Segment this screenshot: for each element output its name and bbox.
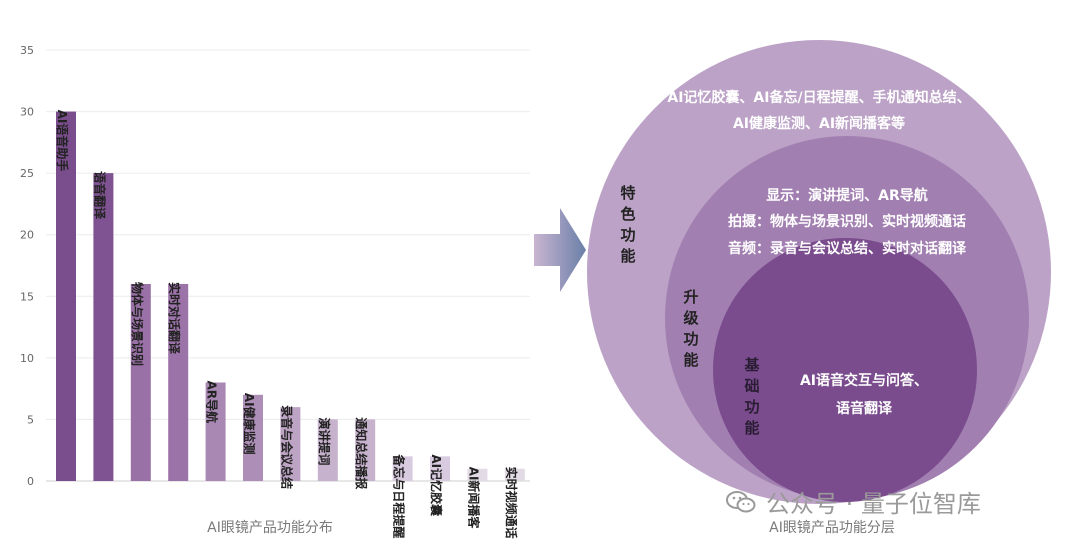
layer-label-char: 色 <box>620 205 635 223</box>
watermark-text: 公众号 · 量子位智库 <box>766 490 981 518</box>
layer-label-char: 升 <box>683 288 698 306</box>
bar <box>280 407 301 481</box>
inner-circle <box>713 238 977 502</box>
layer-label-char: 能 <box>620 247 635 265</box>
category-label: 实时对话翻译 <box>167 282 182 355</box>
bar <box>93 173 114 481</box>
category-label: AI语音助手 <box>55 110 70 172</box>
watermark: 公众号 · 量子位智库 <box>726 484 981 519</box>
y-tick-label: 5 <box>27 413 34 426</box>
category-label: 语音翻译 <box>92 171 107 220</box>
bar <box>392 456 413 481</box>
layer-texts: 特色功能AI记忆胶囊、AI备忘/日程提醒、手机通知总结、AI健康监测、AI新闻播… <box>620 89 970 437</box>
category-label: AI新闻播客 <box>466 467 481 530</box>
category-label: 物体与场景识别 <box>130 282 145 366</box>
bar <box>430 456 450 481</box>
layer-description-line: AI语音交互与问答、 <box>800 372 928 389</box>
bar <box>56 111 76 482</box>
bar <box>467 468 488 481</box>
layer-description-line: 拍摄：物体与场景识别、实时视频通话 <box>728 213 966 230</box>
bar <box>317 419 338 481</box>
bars <box>56 111 525 482</box>
bar <box>355 419 376 481</box>
bar <box>130 283 151 481</box>
layer-description-line: AI健康监测、AI新闻播客等 <box>733 115 905 132</box>
layer-label-char: 基 <box>743 356 760 374</box>
bar-chart-title: AI眼镜产品功能分布 <box>207 520 333 536</box>
bar <box>243 394 263 481</box>
wechat-icon <box>726 490 756 512</box>
layer-label-char: 能 <box>744 419 759 437</box>
layer-label-char: 功 <box>683 330 698 348</box>
y-tick-label: 20 <box>20 229 34 242</box>
layer-label-char: 能 <box>683 351 698 369</box>
category-label: AI记忆胶囊 <box>429 454 444 517</box>
y-tick-label: 25 <box>20 167 34 180</box>
y-tick-label: 0 <box>27 475 34 488</box>
y-tick-label: 10 <box>20 352 34 365</box>
y-tick-label: 30 <box>20 106 34 119</box>
function-layer-diagram: 特色功能AI记忆胶囊、AI备忘/日程提醒、手机通知总结、AI健康监测、AI新闻播… <box>587 40 1051 536</box>
category-label: 通知总结播报 <box>354 417 369 489</box>
layer-description-line: 语音翻译 <box>836 400 893 417</box>
category-label: AR导航 <box>205 380 220 423</box>
category-label: AI健康监测 <box>242 393 257 455</box>
bar <box>504 468 525 481</box>
layer-label-char: 功 <box>620 226 635 244</box>
layer-label-char: 特 <box>620 184 635 202</box>
layer-label-char: 级 <box>683 309 699 327</box>
bar <box>168 283 189 481</box>
y-tick-label: 15 <box>20 290 34 303</box>
layer-label-char: 础 <box>744 377 759 395</box>
y-axis-ticks: 0 5 10 15 20 25 30 35 <box>20 44 34 488</box>
layer-description-line: 显示：演讲提词、AR导航 <box>766 187 928 204</box>
grid-lines <box>46 49 530 482</box>
y-tick-label: 35 <box>20 44 34 57</box>
category-label: 备忘与日程提醒 <box>392 453 407 538</box>
layer-label-char: 功 <box>744 398 759 416</box>
layer-description-line: 音频：录音与会议总结、实时对话翻译 <box>728 240 967 257</box>
diagram-title: AI眼镜产品功能分层 <box>769 520 895 536</box>
layer-description-line: AI记忆胶囊、AI备忘/日程提醒、手机通知总结、 <box>667 89 970 106</box>
category-label: 演讲提词 <box>317 417 332 465</box>
arrow-right-icon <box>534 208 586 292</box>
bar <box>205 382 226 481</box>
category-label: 实时视频通话 <box>504 467 519 539</box>
category-label: 录音与会议总结 <box>279 405 294 489</box>
